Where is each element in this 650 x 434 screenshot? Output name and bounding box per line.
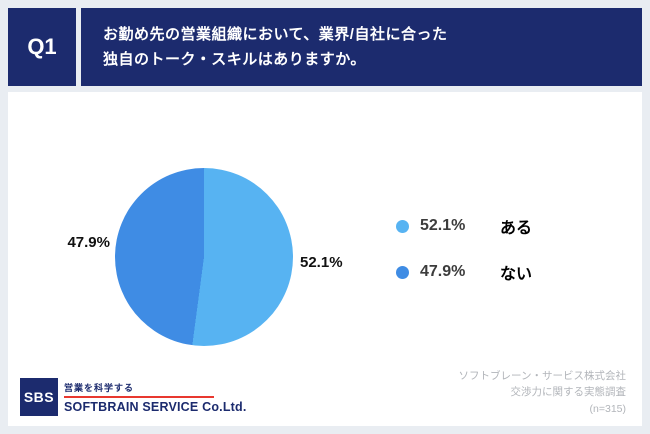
legend-percent-nai: 47.9% (420, 263, 466, 280)
legend-label-aru: ある (500, 220, 533, 237)
legend-item-aru: 52.1% ある (396, 216, 533, 237)
credit-survey-name: 交渉力に関する実態調査 (510, 386, 627, 399)
question-text: お勤め先の営業組織において、業界/自社に合った 独自のトーク・スキルはありますか… (81, 8, 642, 86)
softbrain-logo: SBS 営業を科学する SOFTBRAIN SERVICE Co.Ltd. (20, 378, 247, 416)
logo-text-block: 営業を科学する SOFTBRAIN SERVICE Co.Ltd. (64, 381, 247, 414)
legend-dot-nai (396, 265, 409, 279)
legend-label-nai: ない (500, 266, 533, 283)
question-number: Q1 (27, 34, 57, 59)
pie-value-label-nai: 47.9% (67, 234, 110, 251)
pie-chart (115, 168, 293, 346)
question-line-1: お勤め先の営業組織において、業界/自社に合った (103, 25, 448, 43)
question-header: Q1 お勤め先の営業組織において、業界/自社に合った 独自のトーク・スキルはあり… (8, 8, 642, 86)
sbs-logo-text: SBS (23, 389, 55, 405)
question-line-2: 独自のトーク・スキルはありますか。 (103, 51, 366, 68)
logo-tagline: 営業を科学する (64, 382, 135, 393)
logo-company-name: SOFTBRAIN SERVICE Co.Ltd. (64, 399, 247, 414)
chart-card: 47.9% 52.1% 52.1% ある 47.9% ない SBS 営業を科学す… (8, 92, 642, 426)
credit-sample-size: (n=315) (589, 403, 626, 416)
legend: 52.1% ある 47.9% ない (396, 216, 533, 283)
credit-company: ソフトブレーン・サービス株式会社 (458, 369, 626, 382)
legend-item-nai: 47.9% ない (396, 262, 533, 283)
sbs-logo-icon: SBS (20, 378, 58, 416)
legend-percent-aru: 52.1% (420, 217, 466, 234)
logo-red-underline (64, 395, 214, 398)
legend-dot-aru (396, 219, 409, 233)
survey-credits: ソフトブレーン・サービス株式会社 交渉力に関する実態調査 (n=315) (459, 368, 626, 418)
pie-value-label-aru: 52.1% (300, 254, 343, 271)
question-number-badge: Q1 (8, 8, 76, 86)
